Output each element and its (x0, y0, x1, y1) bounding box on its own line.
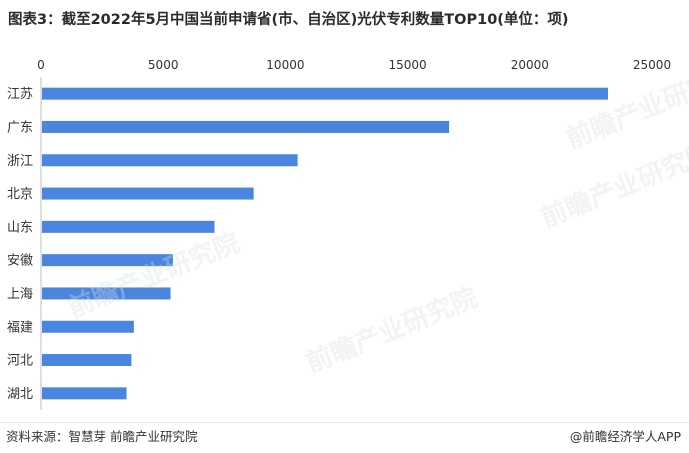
x-tick-label: 10000 (266, 58, 304, 72)
bars (42, 87, 609, 400)
bar-5 (42, 254, 173, 267)
bar-0 (42, 87, 609, 100)
app-credit: @前瞻经济学人APP (569, 429, 681, 444)
x-tick-label: 5000 (148, 58, 179, 72)
x-tick-label: 20000 (511, 58, 549, 72)
bar-3 (42, 187, 254, 200)
category-label: 安徽 (7, 254, 33, 269)
bar-9 (42, 387, 127, 400)
bar-2 (42, 154, 298, 167)
category-label: 福建 (7, 320, 33, 335)
bar-6 (42, 287, 171, 300)
category-label: 广东 (7, 120, 33, 135)
source-note: 资料来源：智慧芽 前瞻产业研究院 (6, 429, 198, 444)
category-label: 江苏 (7, 86, 33, 102)
category-label: 北京 (7, 187, 33, 202)
category-label: 浙江 (7, 154, 33, 169)
bar-7 (42, 320, 134, 333)
footer-divider (0, 422, 689, 423)
bar-4 (42, 220, 215, 233)
x-tick-label: 25000 (633, 58, 671, 72)
x-tick-label: 15000 (389, 58, 427, 72)
category-label: 湖北 (7, 387, 33, 402)
bar-8 (42, 354, 132, 367)
category-label: 山东 (7, 220, 33, 235)
x-axis-ticks: 0 5000 10000 15000 20000 25000 (37, 58, 671, 72)
bar-1 (42, 120, 450, 133)
category-label: 河北 (7, 354, 33, 369)
chart-title: 图表3：截至2022年5月中国当前申请省(市、自治区)光伏专利数量TOP10(单… (8, 12, 569, 28)
x-tick-label: 0 (37, 58, 45, 72)
category-label: 上海 (7, 287, 33, 302)
